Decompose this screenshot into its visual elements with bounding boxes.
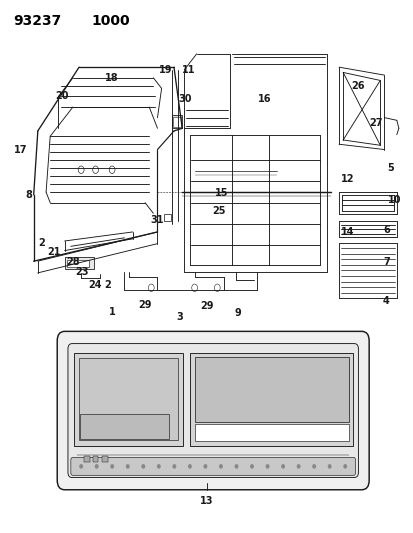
Text: 20: 20: [55, 91, 68, 101]
Text: 14: 14: [340, 227, 353, 237]
Text: 2: 2: [38, 238, 45, 247]
Text: 4: 4: [382, 296, 389, 306]
Bar: [64, 257, 93, 269]
Text: 29: 29: [200, 301, 213, 311]
Text: 11: 11: [181, 65, 195, 75]
Circle shape: [235, 465, 237, 468]
Circle shape: [343, 465, 346, 468]
Text: 1000: 1000: [91, 14, 130, 28]
Text: 27: 27: [368, 118, 382, 128]
Text: 23: 23: [76, 267, 89, 277]
Bar: [80, 414, 168, 439]
Text: 10: 10: [387, 195, 401, 205]
Text: 3: 3: [176, 312, 183, 322]
Text: 19: 19: [159, 65, 172, 75]
Bar: [78, 358, 178, 440]
Circle shape: [312, 465, 315, 468]
Text: 31: 31: [150, 215, 163, 225]
Text: 21: 21: [47, 247, 61, 256]
Bar: [194, 357, 348, 422]
Bar: [66, 260, 89, 266]
Circle shape: [266, 465, 268, 468]
FancyBboxPatch shape: [68, 344, 358, 478]
Bar: [163, 214, 171, 221]
Text: 6: 6: [382, 225, 389, 236]
Circle shape: [95, 465, 98, 468]
Bar: [102, 456, 107, 462]
Text: 2: 2: [104, 280, 111, 290]
Text: 24: 24: [88, 280, 101, 289]
Circle shape: [297, 465, 299, 468]
Text: 8: 8: [25, 190, 32, 200]
Text: 5: 5: [386, 163, 393, 173]
Circle shape: [126, 465, 129, 468]
Circle shape: [80, 465, 82, 468]
Text: 13: 13: [200, 496, 213, 506]
Text: 28: 28: [66, 257, 80, 267]
Text: 30: 30: [178, 94, 191, 104]
Bar: [190, 353, 352, 446]
Circle shape: [250, 465, 253, 468]
Bar: [93, 456, 98, 462]
FancyBboxPatch shape: [71, 457, 355, 475]
Text: 17: 17: [14, 144, 27, 155]
Circle shape: [157, 465, 160, 468]
Circle shape: [111, 465, 113, 468]
Bar: [173, 117, 180, 127]
Text: 29: 29: [138, 300, 152, 310]
FancyBboxPatch shape: [57, 332, 368, 490]
Circle shape: [204, 465, 206, 468]
Circle shape: [173, 465, 175, 468]
Bar: [194, 424, 348, 441]
Text: 16: 16: [257, 94, 271, 104]
Circle shape: [328, 465, 330, 468]
Text: 93237: 93237: [13, 14, 61, 28]
Bar: [171, 115, 182, 128]
Circle shape: [188, 465, 191, 468]
Circle shape: [281, 465, 284, 468]
Bar: [84, 456, 90, 462]
Text: 15: 15: [214, 188, 228, 198]
Circle shape: [142, 465, 144, 468]
Text: 12: 12: [340, 174, 353, 184]
Text: 18: 18: [105, 73, 119, 83]
Circle shape: [219, 465, 222, 468]
Bar: [74, 353, 183, 446]
Text: 26: 26: [350, 81, 363, 91]
Text: 7: 7: [382, 257, 389, 267]
Text: 9: 9: [234, 308, 241, 318]
Text: 1: 1: [109, 306, 115, 317]
Text: 25: 25: [212, 206, 225, 216]
